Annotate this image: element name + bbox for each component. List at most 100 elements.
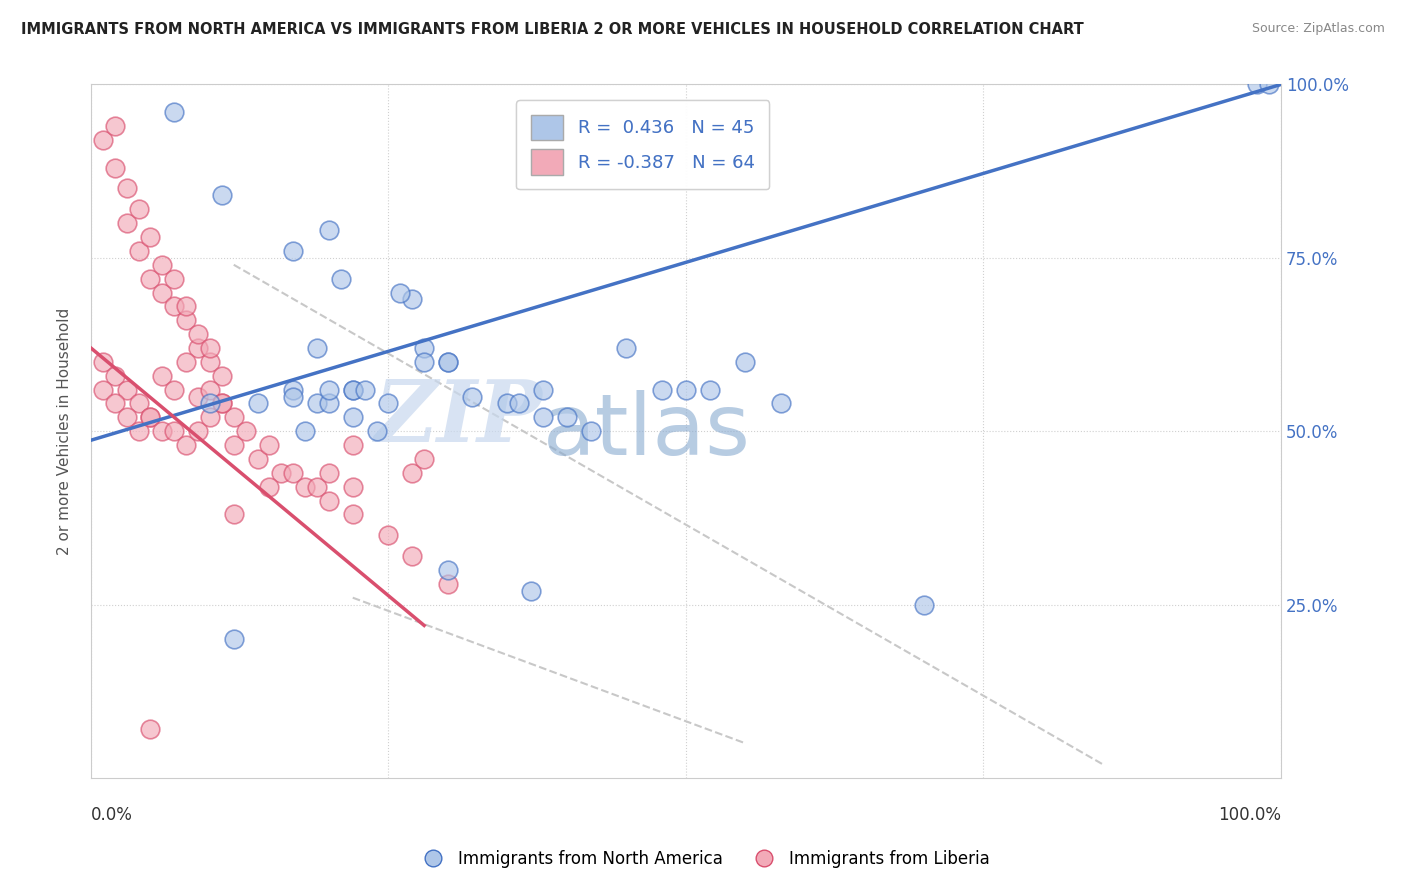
Point — [259, 480, 281, 494]
Point — [198, 355, 221, 369]
Point — [318, 383, 340, 397]
Point — [305, 480, 328, 494]
Point — [174, 438, 197, 452]
Point — [198, 383, 221, 397]
Point — [401, 549, 423, 563]
Point — [163, 271, 186, 285]
Point — [329, 271, 352, 285]
Point — [211, 188, 233, 202]
Point — [675, 383, 697, 397]
Point — [104, 396, 127, 410]
Point — [139, 723, 162, 737]
Point — [198, 396, 221, 410]
Y-axis label: 2 or more Vehicles in Household: 2 or more Vehicles in Household — [58, 308, 72, 555]
Point — [353, 383, 375, 397]
Point — [235, 424, 257, 438]
Point — [174, 299, 197, 313]
Point — [413, 341, 436, 355]
Text: 0.0%: 0.0% — [91, 805, 132, 823]
Point — [318, 466, 340, 480]
Point — [496, 396, 519, 410]
Point — [246, 396, 269, 410]
Point — [770, 396, 793, 410]
Point — [128, 244, 150, 258]
Point — [150, 424, 173, 438]
Point — [283, 466, 305, 480]
Point — [187, 390, 209, 404]
Point — [912, 598, 935, 612]
Point — [401, 466, 423, 480]
Point — [342, 438, 364, 452]
Text: ZIP: ZIP — [375, 376, 543, 459]
Point — [163, 105, 186, 120]
Point — [150, 258, 173, 272]
Point — [342, 410, 364, 425]
Point — [531, 410, 554, 425]
Point — [150, 368, 173, 383]
Point — [91, 355, 114, 369]
Point — [508, 396, 530, 410]
Point — [342, 508, 364, 522]
Point — [163, 383, 186, 397]
Point — [150, 285, 173, 300]
Point — [401, 293, 423, 307]
Point — [1246, 78, 1268, 92]
Point — [187, 341, 209, 355]
Point — [616, 341, 638, 355]
Point — [198, 341, 221, 355]
Point — [413, 452, 436, 467]
Point — [174, 313, 197, 327]
Point — [139, 410, 162, 425]
Point — [187, 424, 209, 438]
Point — [305, 341, 328, 355]
Legend: R =  0.436   N = 45, R = -0.387   N = 64: R = 0.436 N = 45, R = -0.387 N = 64 — [516, 101, 769, 189]
Point — [211, 368, 233, 383]
Point — [294, 480, 316, 494]
Point — [187, 327, 209, 342]
Point — [377, 528, 399, 542]
Point — [520, 583, 543, 598]
Point — [222, 632, 245, 647]
Point — [734, 355, 756, 369]
Point — [104, 161, 127, 175]
Legend: Immigrants from North America, Immigrants from Liberia: Immigrants from North America, Immigrant… — [409, 844, 997, 875]
Point — [259, 438, 281, 452]
Point — [222, 410, 245, 425]
Point — [139, 410, 162, 425]
Point — [377, 396, 399, 410]
Point — [283, 390, 305, 404]
Point — [555, 410, 578, 425]
Point — [211, 396, 233, 410]
Point — [1258, 78, 1281, 92]
Point — [198, 410, 221, 425]
Point — [579, 424, 602, 438]
Point — [461, 390, 484, 404]
Point — [283, 244, 305, 258]
Point — [128, 396, 150, 410]
Text: Source: ZipAtlas.com: Source: ZipAtlas.com — [1251, 22, 1385, 36]
Point — [342, 383, 364, 397]
Point — [283, 383, 305, 397]
Point — [389, 285, 412, 300]
Point — [222, 508, 245, 522]
Point — [270, 466, 292, 480]
Point — [139, 230, 162, 244]
Point — [128, 424, 150, 438]
Point — [246, 452, 269, 467]
Point — [651, 383, 673, 397]
Point — [104, 368, 127, 383]
Point — [128, 202, 150, 217]
Point — [104, 119, 127, 133]
Point — [294, 424, 316, 438]
Point — [115, 383, 138, 397]
Point — [174, 355, 197, 369]
Point — [318, 223, 340, 237]
Point — [222, 438, 245, 452]
Point — [437, 355, 460, 369]
Point — [163, 299, 186, 313]
Point — [91, 383, 114, 397]
Point — [699, 383, 721, 397]
Text: 100.0%: 100.0% — [1218, 805, 1281, 823]
Point — [139, 271, 162, 285]
Point — [115, 410, 138, 425]
